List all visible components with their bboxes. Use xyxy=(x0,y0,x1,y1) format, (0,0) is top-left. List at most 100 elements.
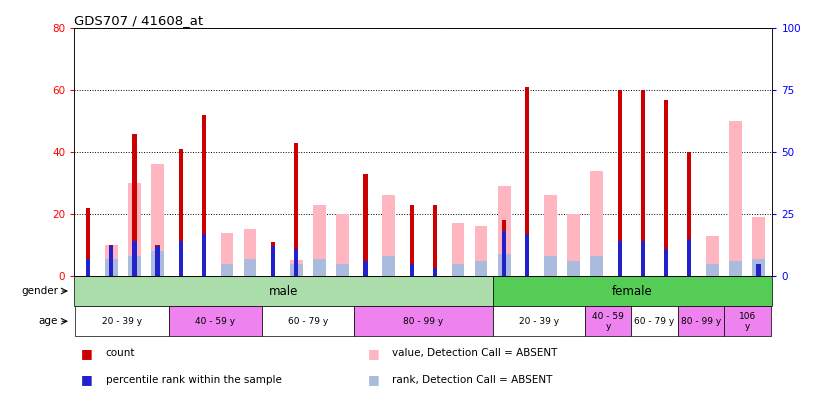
Text: 20 - 39 y: 20 - 39 y xyxy=(102,317,142,326)
Bar xyxy=(75,306,169,337)
Bar xyxy=(498,254,510,276)
Bar xyxy=(664,249,668,276)
Bar xyxy=(363,261,368,276)
Bar xyxy=(128,183,140,276)
Bar xyxy=(86,208,90,276)
Text: percentile rank within the sample: percentile rank within the sample xyxy=(106,375,282,385)
Bar xyxy=(109,246,113,276)
Bar xyxy=(475,226,487,276)
Bar xyxy=(410,264,414,276)
Bar xyxy=(155,246,159,276)
Bar xyxy=(641,241,645,276)
Text: 80 - 99 y: 80 - 99 y xyxy=(681,317,721,326)
Bar xyxy=(724,306,771,337)
Bar xyxy=(687,239,691,276)
Bar xyxy=(641,90,645,276)
Bar xyxy=(202,115,206,276)
Text: gender: gender xyxy=(21,286,58,296)
Text: 60 - 79 y: 60 - 79 y xyxy=(287,317,328,326)
Bar xyxy=(382,196,395,276)
Bar xyxy=(452,223,464,276)
Bar xyxy=(591,171,603,276)
Text: 80 - 99 y: 80 - 99 y xyxy=(403,317,444,326)
Bar xyxy=(202,234,206,276)
Bar xyxy=(244,230,256,276)
Text: count: count xyxy=(106,348,135,358)
Text: 60 - 79 y: 60 - 79 y xyxy=(634,317,675,326)
Bar xyxy=(729,121,742,276)
Bar xyxy=(262,306,354,337)
Bar xyxy=(109,245,113,276)
Bar xyxy=(752,258,765,276)
Bar xyxy=(757,264,761,276)
Bar xyxy=(591,256,603,276)
Bar xyxy=(502,220,506,276)
Text: 106
y: 106 y xyxy=(738,311,756,331)
Bar xyxy=(271,246,275,276)
Text: male: male xyxy=(268,284,298,298)
Bar xyxy=(86,258,90,276)
Bar xyxy=(729,261,742,276)
Bar xyxy=(151,164,164,276)
Bar xyxy=(631,306,677,337)
Text: 20 - 39 y: 20 - 39 y xyxy=(519,317,559,326)
Bar xyxy=(132,241,136,276)
Text: age: age xyxy=(39,316,58,326)
Bar xyxy=(169,306,262,337)
Bar xyxy=(525,234,529,276)
Bar xyxy=(706,264,719,276)
Bar xyxy=(492,306,585,337)
Bar xyxy=(687,152,691,276)
Text: ■: ■ xyxy=(81,373,93,386)
Bar xyxy=(128,256,140,276)
Text: ■: ■ xyxy=(368,373,379,386)
Bar xyxy=(452,264,464,276)
Bar xyxy=(567,261,580,276)
Bar xyxy=(294,249,298,276)
Bar xyxy=(502,231,506,276)
Bar xyxy=(475,261,487,276)
Bar xyxy=(221,264,233,276)
Bar xyxy=(664,100,668,276)
Bar xyxy=(706,236,719,276)
Text: ■: ■ xyxy=(81,347,93,360)
Bar xyxy=(677,306,724,337)
Bar xyxy=(433,205,437,276)
Text: 40 - 59
y: 40 - 59 y xyxy=(592,311,624,331)
Bar xyxy=(585,306,631,337)
Bar xyxy=(221,232,233,276)
Bar xyxy=(294,143,298,276)
Text: rank, Detection Call = ABSENT: rank, Detection Call = ABSENT xyxy=(392,375,553,385)
Bar xyxy=(271,242,275,276)
Bar xyxy=(313,205,325,276)
Bar xyxy=(567,214,580,276)
Bar xyxy=(290,264,302,276)
Bar xyxy=(105,245,117,276)
Bar xyxy=(336,264,349,276)
Text: 40 - 59 y: 40 - 59 y xyxy=(195,317,235,326)
Text: GDS707 / 41608_at: GDS707 / 41608_at xyxy=(74,14,203,27)
Bar xyxy=(492,276,772,306)
Bar xyxy=(74,276,492,306)
Bar xyxy=(290,260,302,276)
Bar xyxy=(544,196,557,276)
Bar xyxy=(382,256,395,276)
Bar xyxy=(752,217,765,276)
Text: value, Detection Call = ABSENT: value, Detection Call = ABSENT xyxy=(392,348,558,358)
Bar xyxy=(313,258,325,276)
Bar xyxy=(178,149,183,276)
Bar xyxy=(433,269,437,276)
Bar xyxy=(525,87,529,276)
Bar xyxy=(155,245,159,276)
Bar xyxy=(178,241,183,276)
Bar xyxy=(498,186,510,276)
Bar xyxy=(354,306,492,337)
Text: ■: ■ xyxy=(368,347,379,360)
Bar xyxy=(618,241,622,276)
Bar xyxy=(244,258,256,276)
Bar xyxy=(544,256,557,276)
Bar xyxy=(151,251,164,276)
Bar xyxy=(410,205,414,276)
Bar xyxy=(132,134,136,276)
Text: female: female xyxy=(612,284,653,298)
